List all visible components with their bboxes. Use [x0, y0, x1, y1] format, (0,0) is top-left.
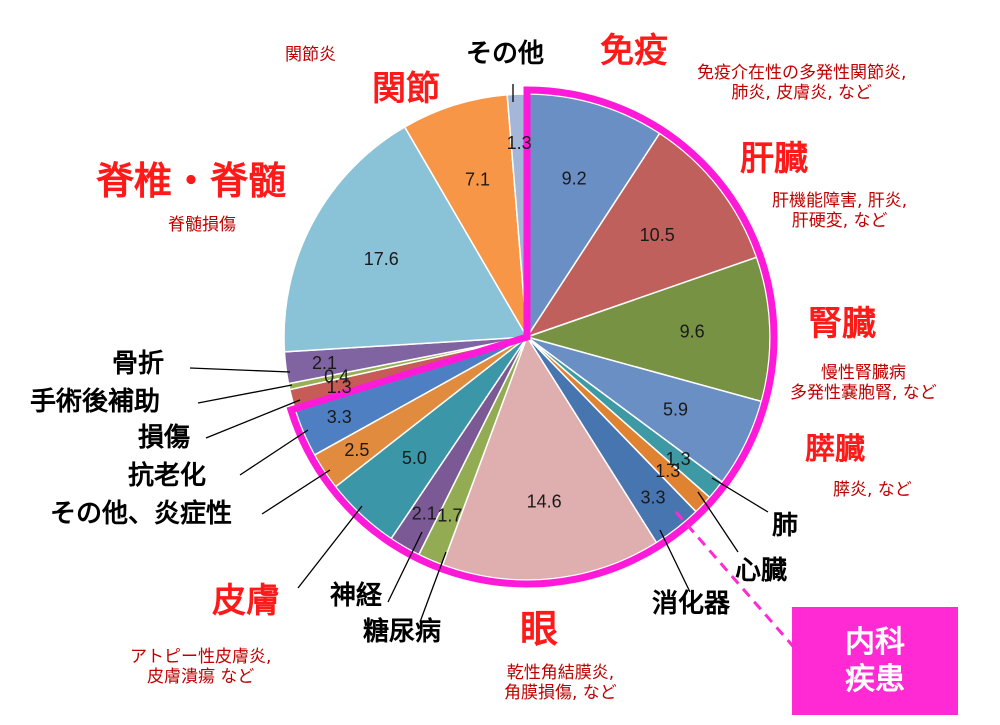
slice-value-label: 2.1	[412, 503, 437, 523]
slice-value-label: 1.3	[327, 377, 352, 397]
label-injury: 損傷	[138, 423, 191, 453]
slice-value-label: 5.0	[402, 448, 427, 468]
slice-value-label: 9.2	[562, 169, 587, 189]
label-fracture: 骨折	[112, 349, 165, 379]
label-lung: 肺	[772, 511, 799, 541]
label-skin: 皮膚	[212, 581, 280, 621]
internal-box-line2: 疾患	[845, 662, 905, 697]
label-eye-sub: 乾性角結膜炎, 角膜損傷, など	[504, 663, 617, 703]
slice-value-label: 10.5	[640, 225, 675, 245]
pie-slice	[525, 132, 758, 339]
leader-nerve	[387, 531, 423, 603]
leader-skin	[297, 505, 363, 589]
label-nerve: 神経	[330, 581, 383, 611]
slice-value-label: 1.3	[655, 461, 680, 481]
pie-slice	[441, 335, 658, 581]
slice-value-label: 1.3	[507, 133, 532, 153]
leader-injury	[205, 399, 301, 439]
slice-value-label: 7.1	[465, 169, 490, 189]
internal-medicine-box: 内科 疾患	[792, 607, 958, 715]
label-spine-sub: 脊髄損傷	[168, 215, 236, 235]
slice-value-label: 2.5	[344, 440, 369, 460]
label-other-inflammatory: その他、炎症性	[50, 499, 233, 529]
label-diabetes: 糖尿病	[363, 617, 442, 647]
label-spine: 脊椎・脊髄	[96, 159, 287, 203]
label-digestive: 消化器	[652, 589, 731, 619]
leader-other-inflam	[261, 469, 331, 515]
leader-heart	[697, 491, 739, 553]
leader-lines	[189, 84, 769, 623]
leader-post-surgery	[197, 384, 293, 404]
slice-value-label: 9.6	[680, 322, 705, 342]
pie-slice	[526, 93, 661, 340]
label-kidney-sub: 慢性腎臓病 多発性嚢胞腎, など	[790, 363, 937, 403]
slice-value-label: 1.3	[666, 449, 691, 469]
label-joint-sub: 関節炎	[285, 45, 336, 65]
label-liver-sub: 肝機能障害, 肝炎, 肝硬変, など	[772, 191, 908, 231]
label-kidney: 腎臓	[808, 304, 876, 344]
leader-diabetes	[419, 551, 447, 623]
internal-box-line1: 内科	[845, 624, 905, 660]
pie-slice	[403, 94, 528, 338]
label-immune-sub: 免疫介在性の多発性関節炎, 肺炎, 皮膚炎, など	[697, 63, 907, 103]
slice-value-label: 1.7	[437, 505, 462, 525]
internal-medicine-highlight-arc	[286, 86, 778, 588]
leader-digestive	[659, 529, 691, 593]
label-joint: 関節	[372, 69, 440, 109]
value-labels: 9.210.59.65.91.31.33.314.61.72.15.02.53.…	[312, 133, 705, 526]
leader-fracture	[189, 367, 291, 373]
label-immune: 免疫	[600, 31, 668, 71]
label-post-surgery: 手術後補助	[30, 387, 161, 417]
label-eye: 眼	[520, 607, 559, 651]
label-liver: 肝臓	[740, 139, 808, 179]
label-pancreas-sub: 膵炎, など	[833, 480, 912, 500]
label-heart: 心臓	[735, 556, 788, 586]
pie-slice	[524, 256, 771, 403]
slice-value-label: 5.9	[663, 399, 688, 419]
pie-slices	[283, 93, 771, 581]
label-skin-sub: アトピー性皮膚炎, 皮膚潰瘍 など	[130, 647, 272, 687]
internal-medicine-dashed-line	[674, 511, 800, 653]
leader-lung	[711, 477, 769, 513]
label-other: その他	[466, 39, 545, 69]
label-pancreas: 膵臓	[805, 432, 865, 467]
slice-value-label: 17.6	[364, 249, 399, 269]
label-anti-aging: 抗老化	[128, 461, 207, 491]
pie-slice	[283, 125, 529, 353]
slice-value-label: 3.3	[640, 488, 665, 508]
leader-anti-aging	[239, 429, 309, 476]
slice-value-label: 0.4	[324, 367, 349, 387]
slice-value-label: 14.6	[527, 491, 562, 511]
slice-value-label: 2.1	[312, 353, 337, 373]
slice-value-label: 3.3	[327, 407, 352, 427]
